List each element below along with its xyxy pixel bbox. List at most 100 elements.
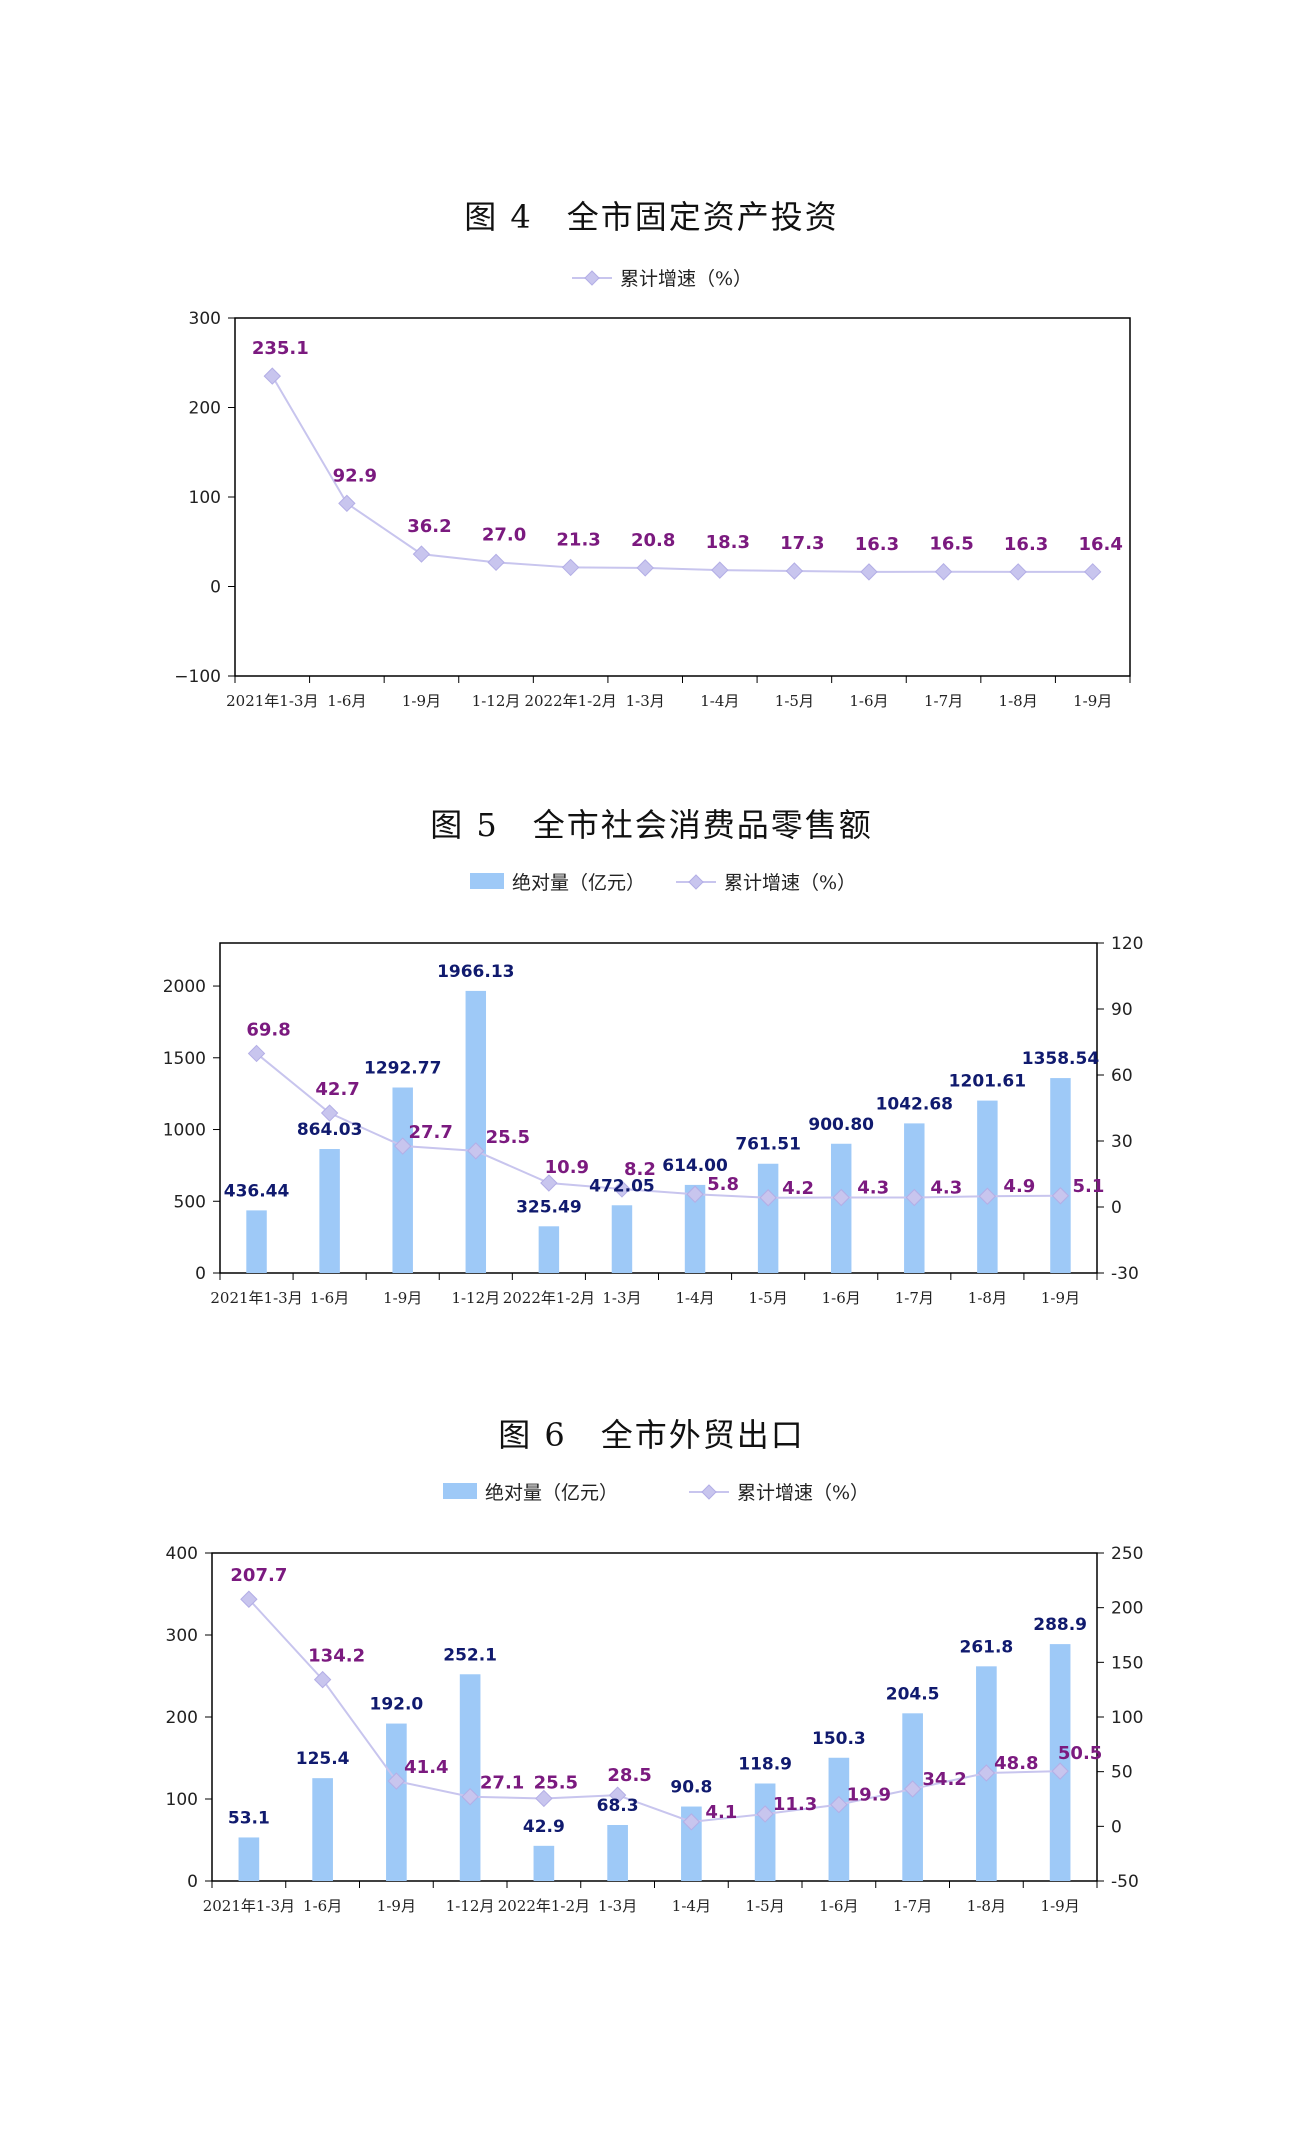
chart4-title: 图 4 全市固定资产投资	[464, 198, 839, 236]
y-tick-label: 500	[174, 1192, 206, 1212]
rate-point	[934, 563, 953, 581]
bar-value-label: 53.1	[228, 1808, 270, 1828]
bar	[246, 1210, 267, 1273]
y2-tick-label: -50	[1111, 1872, 1139, 1892]
rate-point	[613, 1180, 631, 1198]
legend-abs-label: 绝对量（亿元）	[485, 1482, 618, 1504]
rate-value-label: 18.3	[706, 532, 750, 553]
y-tick-label: 0	[210, 578, 221, 598]
x-tick-label: 1-6月	[303, 1897, 342, 1915]
x-tick-label: 1-3月	[598, 1897, 637, 1915]
bar-value-label: 1358.54	[1022, 1049, 1100, 1069]
rate-value-label: 48.8	[994, 1753, 1038, 1774]
plot-frame	[234, 317, 1131, 677]
x-tick-label: 1-8月	[968, 1289, 1007, 1307]
bar	[977, 1100, 998, 1273]
rate-value-label: 4.3	[930, 1178, 962, 1199]
y-tick-label: 1500	[163, 1049, 206, 1069]
chart5-title: 图 5 全市社会消费品零售额	[430, 806, 873, 844]
bar	[757, 1163, 779, 1273]
rate-value-label: 21.3	[556, 529, 600, 550]
y-tick-label: 300	[166, 1626, 198, 1646]
rate-value-label: 207.7	[230, 1565, 287, 1586]
bar	[684, 1184, 706, 1273]
legend-rate-label: 累计增速（%）	[620, 268, 752, 290]
bar-value-label: 118.9	[738, 1755, 792, 1775]
rate-point	[756, 1805, 774, 1823]
legend-rate-label: 累计增速（%）	[737, 1482, 869, 1504]
x-tick-label: 2022年1-2月	[503, 1289, 595, 1307]
rate-point	[686, 1185, 704, 1203]
x-tick-label: 1-5月	[775, 692, 814, 710]
bar-value-label: 472.05	[589, 1176, 655, 1196]
y2-tick-label: -30	[1111, 1264, 1139, 1284]
rate-point	[636, 559, 654, 577]
bar-value-label: 150.3	[812, 1729, 866, 1749]
rate-point	[608, 1786, 627, 1804]
rate-point	[977, 1764, 996, 1782]
bar-value-label: 261.8	[959, 1637, 1013, 1657]
rate-value-label: 16.4	[1078, 534, 1122, 555]
bar-value-label: 1201.61	[949, 1072, 1026, 1092]
bar	[459, 1674, 481, 1881]
bar	[611, 1205, 633, 1273]
x-tick-label: 1-9月	[402, 692, 441, 710]
rate-line	[248, 1598, 1061, 1823]
x-tick-label: 1-4月	[675, 1289, 714, 1307]
y-tick-label: 200	[166, 1708, 198, 1728]
bar-value-label: 192.0	[369, 1695, 423, 1715]
rate-value-label: 134.2	[308, 1646, 365, 1667]
x-tick-label: 1-6月	[327, 692, 366, 710]
legend-abs-label: 绝对量（亿元）	[512, 872, 645, 894]
rate-line	[255, 1052, 1061, 1199]
x-tick-label: 1-3月	[626, 692, 665, 710]
rate-point	[905, 1188, 923, 1207]
rate-line	[271, 375, 1093, 573]
rate-value-label: 34.2	[922, 1769, 966, 1790]
y2-tick-label: 250	[1111, 1544, 1143, 1564]
rate-point	[467, 1142, 485, 1160]
rate-value-label: 235.1	[252, 338, 309, 359]
bar-value-label: 1292.77	[364, 1059, 441, 1079]
rate-point	[240, 1590, 258, 1608]
rate-point	[412, 545, 431, 563]
rate-value-label: 5.8	[707, 1174, 739, 1195]
rate-value-label: 27.1	[480, 1773, 524, 1794]
y-tick-label: −100	[174, 667, 221, 687]
x-tick-label: 1-9月	[377, 1897, 416, 1915]
rate-value-label: 4.2	[782, 1178, 814, 1199]
bar	[392, 1087, 413, 1273]
bar-value-label: 761.51	[735, 1135, 801, 1155]
legend-bar-swatch	[470, 873, 504, 889]
x-tick-label: 1-5月	[749, 1289, 788, 1307]
rate-point	[263, 367, 281, 385]
rate-point	[313, 1670, 332, 1689]
legend-bar-swatch	[443, 1483, 477, 1499]
x-tick-label: 2021年1-3月	[203, 1897, 295, 1915]
x-tick-label: 2021年1-3月	[226, 692, 318, 710]
chart6-svg: 绝对量（亿元） 累计增速（%） 400 300 200 100 0 250 200 150 100 5…	[166, 1482, 1144, 1915]
y-tick-label: 0	[195, 1264, 206, 1284]
bar-value-label: 1966.13	[437, 962, 514, 982]
x-tick-label: 1-7月	[895, 1289, 934, 1307]
bar-value-label: 325.49	[516, 1197, 582, 1217]
y-tick-label: 1000	[163, 1121, 206, 1141]
bar-value-label: 204.5	[886, 1684, 940, 1704]
rate-point	[561, 558, 580, 577]
bar-value-label: 68.3	[597, 1796, 639, 1816]
rate-point	[978, 1187, 997, 1205]
x-tick-label: 1-4月	[672, 1897, 711, 1915]
bar-value-label: 125.4	[296, 1749, 350, 1769]
chart5-svg: 绝对量（亿元） 累计增速（%） 2000 1500 1000 500 0 120 90 60 30 0…	[163, 872, 1144, 1307]
y-tick-label: 100	[166, 1790, 198, 1810]
x-tick-label: 1-8月	[967, 1897, 1006, 1915]
rate-point	[535, 1789, 553, 1808]
y2-tick-label: 200	[1111, 1599, 1143, 1619]
x-tick-label: 1-4月	[700, 692, 739, 710]
y-tick-label: 100	[189, 488, 221, 508]
y2-tick-label: 150	[1111, 1653, 1143, 1673]
rate-point	[1084, 563, 1102, 581]
rate-point	[487, 553, 505, 572]
x-tick-label: 1-12月	[451, 1289, 500, 1307]
bar	[465, 990, 487, 1273]
